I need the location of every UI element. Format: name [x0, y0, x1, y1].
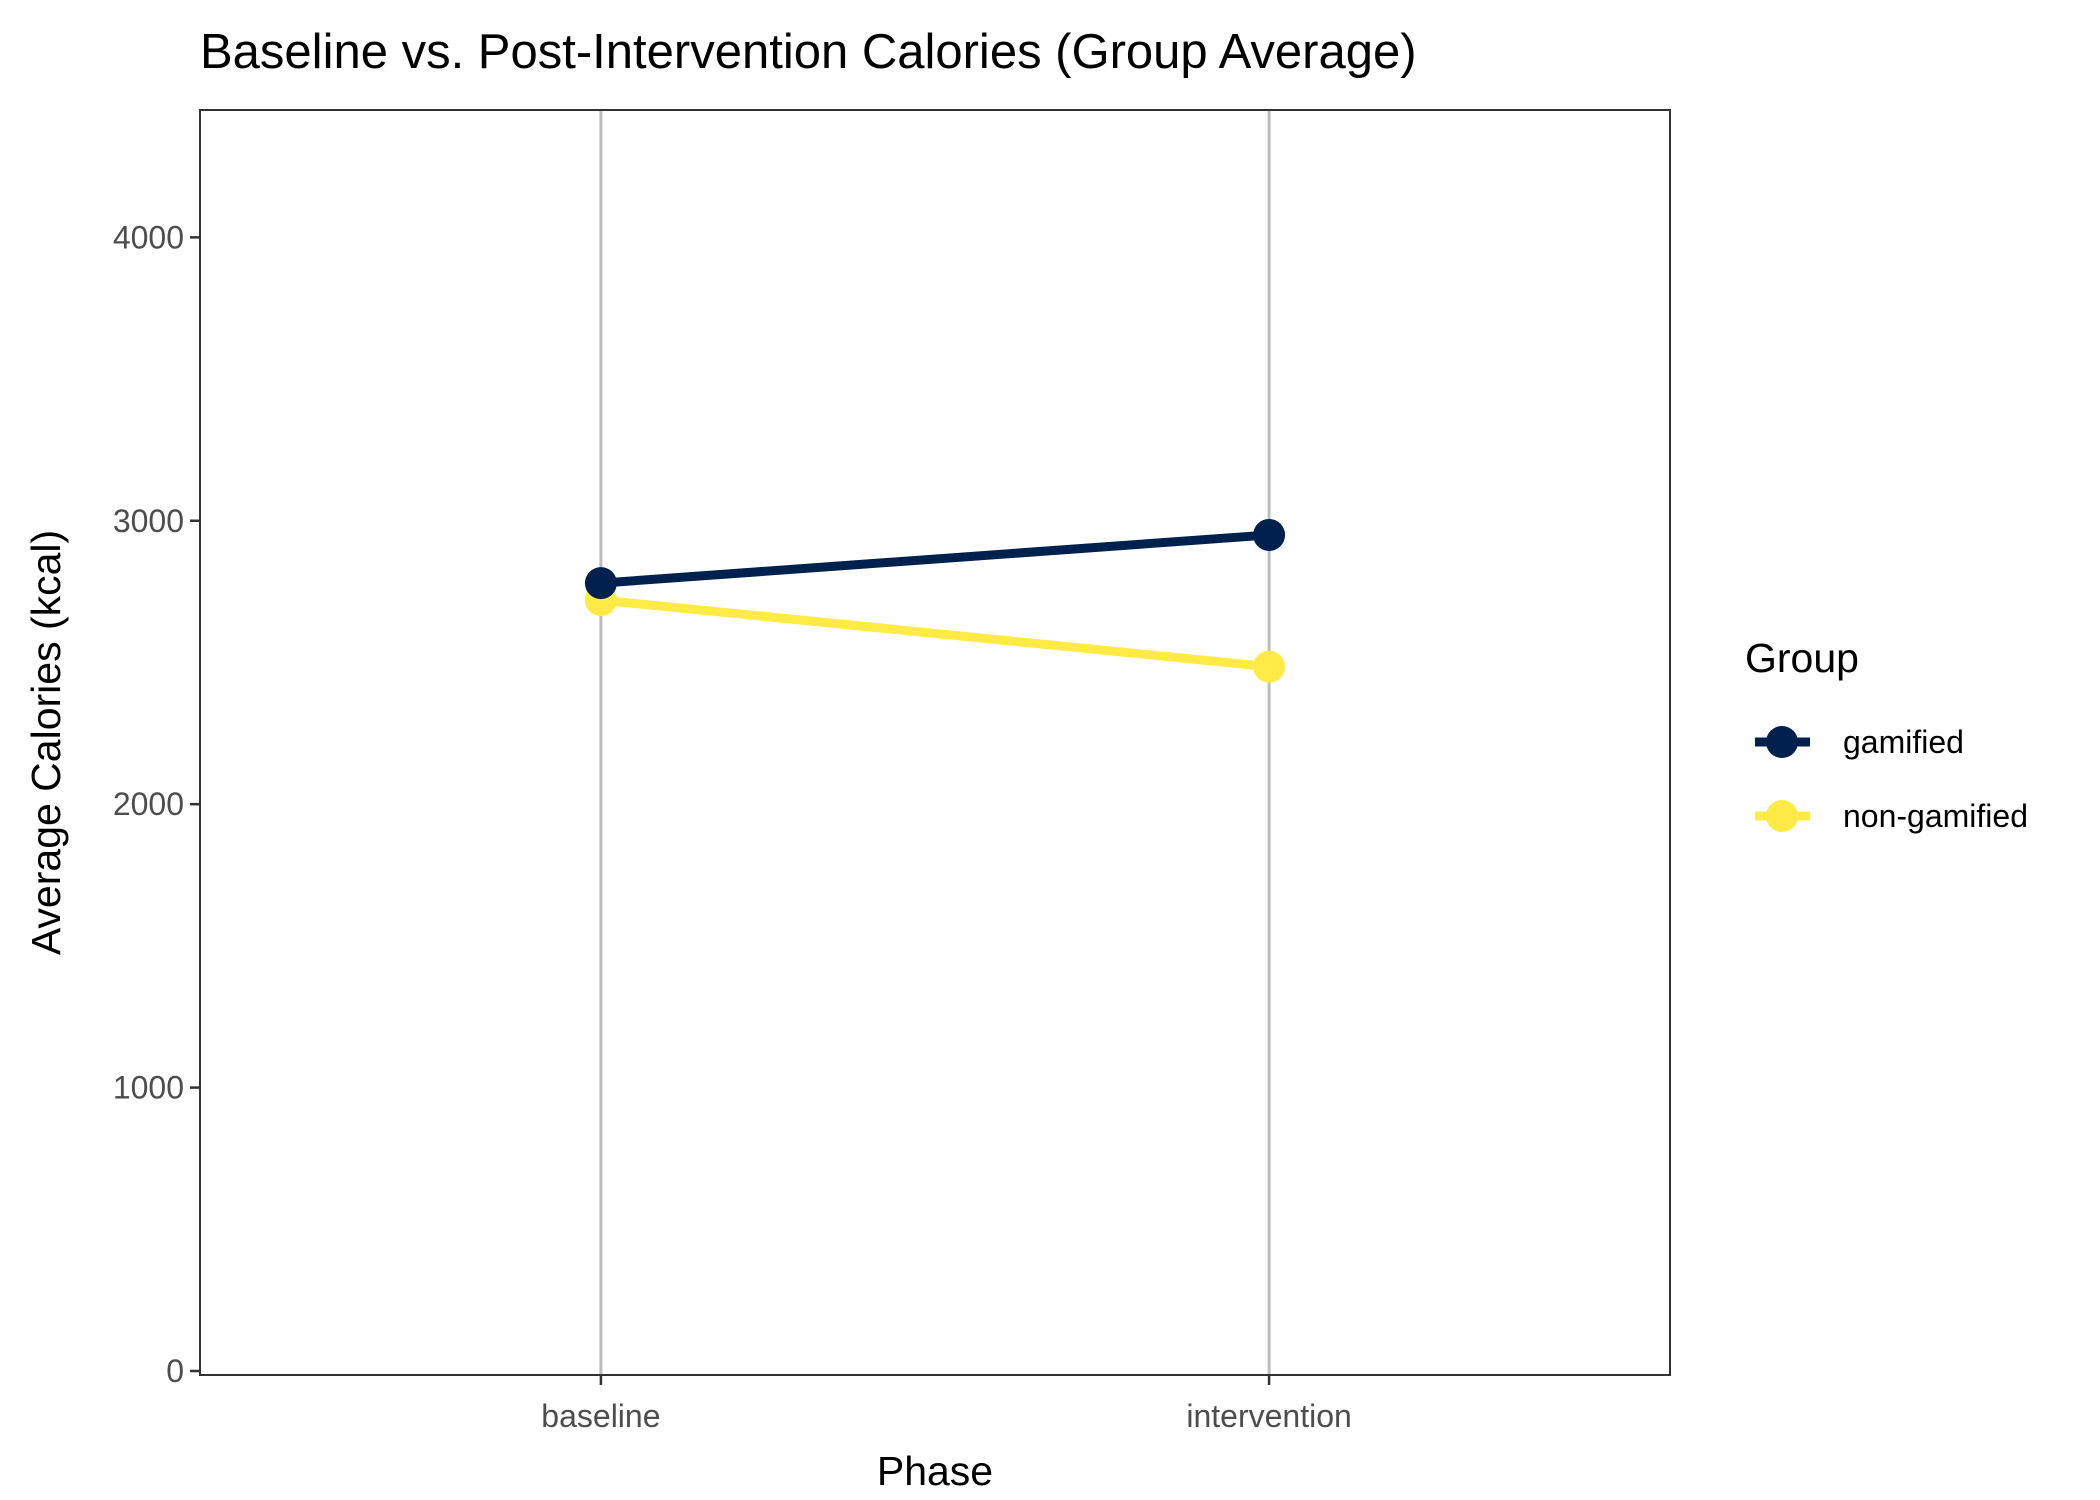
x-axis: baseline intervention [541, 1375, 1352, 1434]
x-tick-label: intervention [1186, 1398, 1351, 1434]
data-point-gamified [1253, 518, 1286, 551]
series-points [584, 518, 1286, 683]
legend-key-point-gamified [1766, 726, 1798, 758]
legend-title: Group [1745, 635, 1859, 681]
legend-label-non-gamified: non-gamified [1843, 798, 2028, 834]
data-point-gamified [584, 567, 617, 600]
y-axis: 0 1000 2000 3000 4000 [113, 219, 200, 1389]
y-tick-label: 4000 [113, 219, 184, 255]
y-tick-label: 2000 [113, 786, 184, 822]
x-tick-label: baseline [541, 1398, 660, 1434]
y-tick-label: 0 [166, 1353, 184, 1389]
series-line-non-gamified [600, 595, 1270, 672]
legend-label-gamified: gamified [1843, 724, 1964, 760]
data-point-non-gamified [1253, 650, 1286, 683]
series-line-gamified [600, 530, 1270, 588]
y-tick-label: 1000 [113, 1070, 184, 1106]
legend-key-point-non-gamified [1766, 800, 1798, 832]
y-tick-label: 3000 [113, 503, 184, 539]
chart-title: Baseline vs. Post-Intervention Calories … [200, 25, 1417, 79]
series-lines [600, 530, 1270, 672]
y-axis-title: Average Calories (kcal) [23, 530, 69, 955]
x-axis-title: Phase [877, 1448, 993, 1494]
legend: Group gamified non-gamified [1745, 635, 2028, 834]
plot-panel-border [199, 109, 1671, 1376]
gridlines [599, 110, 1271, 1375]
